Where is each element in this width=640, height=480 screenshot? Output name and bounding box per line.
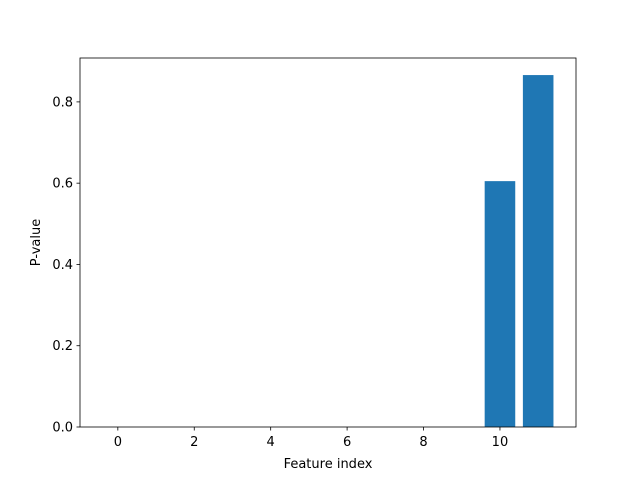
y-tick-label: 0.4 — [52, 258, 73, 273]
x-axis-label: Feature index — [284, 457, 373, 472]
x-tick-label: 0 — [114, 435, 122, 450]
y-tick-label: 0.0 — [52, 421, 73, 436]
x-tick-label: 2 — [190, 435, 198, 450]
y-tick-label: 0.6 — [52, 177, 73, 192]
x-tick-label: 6 — [343, 435, 351, 450]
y-axis-label: P-value — [29, 219, 44, 266]
plot-frame — [79, 57, 577, 428]
x-tick-label: 8 — [419, 435, 427, 450]
y-tick-label: 0.2 — [52, 339, 73, 354]
bar — [484, 181, 516, 427]
x-tick-label: 4 — [267, 435, 275, 450]
y-tick-label: 0.8 — [52, 95, 73, 110]
bar — [522, 75, 554, 427]
x-tick-label: 10 — [492, 435, 509, 450]
